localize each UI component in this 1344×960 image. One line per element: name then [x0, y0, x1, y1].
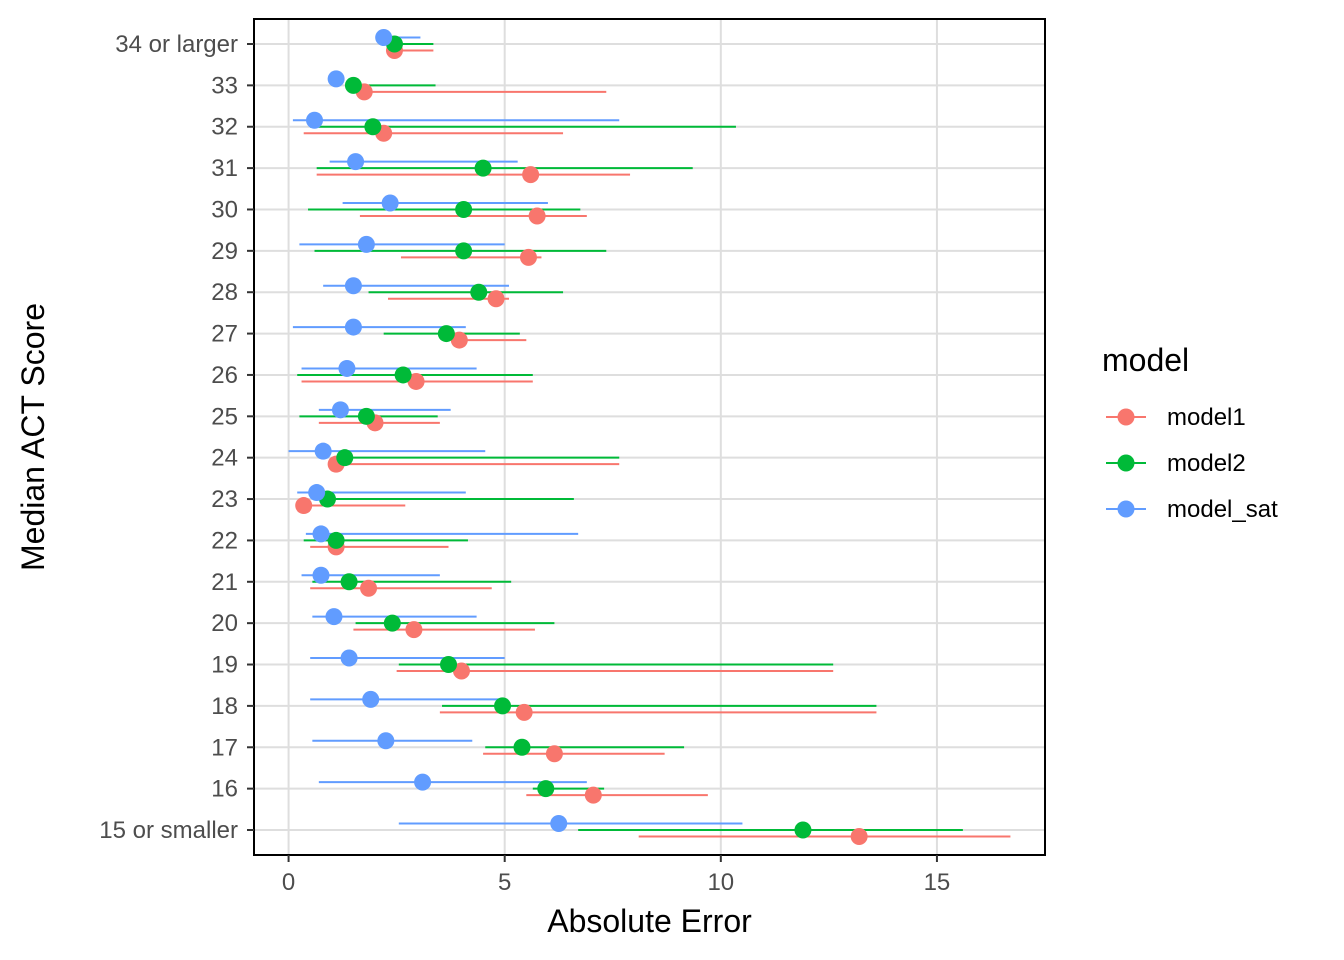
point-model2 — [437, 325, 455, 343]
point-model1 — [519, 248, 537, 266]
point-model2 — [394, 366, 412, 384]
legend-label: model2 — [1167, 450, 1246, 477]
point-model2 — [794, 821, 812, 839]
plot-panel — [254, 19, 1045, 855]
y-tick-label: 22 — [211, 527, 238, 554]
plot-border — [253, 18, 1046, 856]
point-model_sat — [340, 649, 358, 667]
point-model1 — [487, 290, 505, 308]
estimate-points — [295, 29, 868, 845]
point-model2 — [494, 697, 512, 715]
y-tick-label: 26 — [211, 362, 238, 389]
point-model_sat — [375, 29, 393, 46]
point-model_sat — [331, 401, 349, 419]
point-model_sat — [327, 70, 345, 88]
point-model_sat — [414, 773, 432, 791]
y-tick-label: 15 or smaller — [99, 817, 238, 844]
point-model_sat — [325, 608, 343, 626]
point-model1 — [850, 828, 868, 845]
point-model1 — [405, 621, 423, 639]
point-model2 — [383, 614, 401, 632]
x-tick-label: 5 — [498, 869, 511, 896]
y-axis-title: Median ACT Score — [15, 303, 51, 571]
legend-label: model_sat — [1167, 496, 1278, 523]
point-model_sat — [344, 277, 362, 295]
y-tick-label: 19 — [211, 652, 238, 679]
point-model1 — [545, 745, 563, 763]
point-model_sat — [314, 442, 332, 460]
legend-title: model — [1102, 342, 1189, 378]
y-tick-label: 27 — [211, 321, 238, 348]
point-model1 — [515, 703, 533, 721]
y-tick-label: 25 — [211, 403, 238, 430]
point-model1 — [450, 331, 468, 349]
point-model2 — [336, 449, 354, 467]
point-model2 — [537, 780, 555, 798]
y-tick-label: 23 — [211, 486, 238, 513]
y-tick-label: 31 — [211, 155, 238, 182]
point-model_sat — [306, 111, 324, 129]
y-tick-label: 16 — [211, 776, 238, 803]
legend-label: model1 — [1167, 404, 1246, 431]
point-model_sat — [312, 525, 330, 543]
y-tick-label: 20 — [211, 610, 238, 637]
y-tick-label: 18 — [211, 693, 238, 720]
point-model1 — [360, 579, 378, 597]
point-model1 — [295, 497, 313, 515]
point-model2 — [340, 573, 358, 591]
point-model_sat — [344, 318, 362, 336]
y-tick-label: 34 or larger — [115, 31, 238, 58]
y-tick-label: 21 — [211, 569, 238, 596]
point-model1 — [452, 662, 470, 680]
point-model1 — [584, 786, 602, 804]
point-model2 — [327, 531, 345, 549]
x-axis-title: Absolute Error — [547, 903, 752, 939]
point-model2 — [470, 283, 488, 301]
point-model_sat — [357, 235, 375, 253]
point-model2 — [455, 200, 473, 218]
point-model_sat — [377, 732, 395, 750]
point-model1 — [528, 207, 546, 225]
point-model_sat — [347, 153, 365, 171]
y-axis: 15 or smaller 16 17 18 19 20 21 22 23 24 25 26 27 28 2… — [99, 31, 254, 844]
point-model2 — [474, 159, 492, 177]
y-tick-label: 32 — [211, 114, 238, 141]
point-model2 — [357, 407, 375, 425]
point-model_sat — [381, 194, 399, 212]
point-model_sat — [338, 359, 356, 377]
point-model2 — [455, 242, 473, 260]
point-model2 — [364, 118, 382, 136]
y-tick-label: 30 — [211, 196, 238, 223]
legend-key-point — [1117, 500, 1135, 518]
point-model_sat — [362, 690, 380, 708]
y-tick-label: 33 — [211, 72, 238, 99]
x-tick-label: 10 — [707, 869, 734, 896]
point-model_sat — [550, 815, 568, 832]
y-tick-label: 24 — [211, 445, 238, 472]
point-model2 — [513, 738, 531, 756]
legend-key-point — [1117, 454, 1135, 472]
y-tick-label: 29 — [211, 238, 238, 265]
y-tick-label: 28 — [211, 279, 238, 306]
point-model_sat — [308, 484, 326, 502]
x-tick-label: 0 — [282, 869, 295, 896]
point-model1 — [407, 372, 425, 390]
point-model2 — [440, 656, 458, 674]
point-model1 — [522, 166, 540, 184]
point-model2 — [344, 76, 362, 94]
y-tick-label: 17 — [211, 734, 238, 761]
x-tick-label: 15 — [924, 869, 951, 896]
x-axis: 0 5 10 15 — [282, 855, 950, 896]
point-model_sat — [312, 566, 330, 584]
legend-key-point — [1117, 408, 1135, 426]
legend: model model1 model2 model_sat — [1102, 342, 1278, 523]
